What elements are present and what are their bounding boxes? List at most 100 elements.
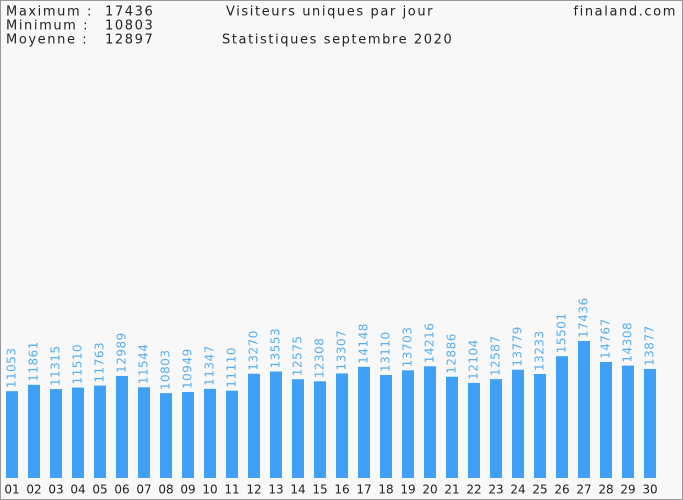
x-tick-label: 19 bbox=[400, 483, 415, 497]
bar bbox=[314, 381, 326, 478]
site-name: finaland.com bbox=[573, 5, 677, 20]
stat-label: Minimum : bbox=[6, 19, 89, 34]
bar bbox=[226, 390, 238, 478]
value-label: 12308 bbox=[313, 338, 327, 379]
value-label: 13233 bbox=[533, 330, 547, 371]
x-tick-label: 18 bbox=[378, 483, 393, 497]
x-tick-label: 06 bbox=[114, 483, 129, 497]
bar bbox=[182, 391, 194, 478]
chart-title: Visiteurs uniques par jour bbox=[226, 5, 434, 20]
x-tick-label: 05 bbox=[92, 483, 107, 497]
bar bbox=[28, 384, 40, 478]
bar bbox=[578, 341, 590, 478]
x-tick-label: 30 bbox=[642, 483, 657, 497]
bar bbox=[6, 391, 18, 478]
x-tick-label: 11 bbox=[224, 483, 239, 497]
value-label: 11544 bbox=[137, 344, 151, 385]
value-label: 12886 bbox=[445, 333, 459, 374]
value-label: 11315 bbox=[49, 345, 63, 386]
x-tick-label: 26 bbox=[554, 483, 569, 497]
bar bbox=[600, 361, 612, 478]
bar bbox=[336, 373, 348, 478]
x-tick-label: 27 bbox=[576, 483, 591, 497]
value-label: 12104 bbox=[467, 339, 481, 380]
bar bbox=[512, 369, 524, 478]
stat-label: Maximum : bbox=[6, 5, 93, 20]
bar bbox=[446, 376, 458, 478]
x-tick-label: 24 bbox=[510, 483, 525, 497]
chart-subtitle: Statistiques septembre 2020 bbox=[222, 33, 453, 48]
x-tick-label: 15 bbox=[312, 483, 327, 497]
value-label: 14767 bbox=[599, 318, 613, 359]
value-label: 13779 bbox=[511, 326, 525, 367]
x-tick-label: 22 bbox=[466, 483, 481, 497]
bar bbox=[644, 368, 656, 478]
stat-label: Moyenne : bbox=[6, 33, 88, 48]
x-tick-label: 07 bbox=[136, 483, 151, 497]
x-tick-label: 01 bbox=[4, 483, 19, 497]
x-tick-label: 10 bbox=[202, 483, 217, 497]
x-tick-label: 17 bbox=[356, 483, 371, 497]
bar bbox=[534, 374, 546, 478]
x-tick-label: 16 bbox=[334, 483, 349, 497]
x-tick-label: 14 bbox=[290, 483, 305, 497]
value-label: 17436 bbox=[577, 297, 591, 338]
value-label: 13307 bbox=[335, 330, 349, 371]
value-label: 14308 bbox=[621, 322, 635, 363]
value-label: 11763 bbox=[93, 342, 107, 383]
bar bbox=[490, 379, 502, 478]
value-label: 11861 bbox=[27, 341, 41, 382]
value-label: 12587 bbox=[489, 335, 503, 376]
bar bbox=[50, 389, 62, 478]
value-label: 14216 bbox=[423, 323, 437, 364]
x-tick-label: 28 bbox=[598, 483, 613, 497]
x-tick-label: 21 bbox=[444, 483, 459, 497]
x-tick-label: 02 bbox=[26, 483, 41, 497]
value-label: 15501 bbox=[555, 313, 569, 354]
stat-value: 17436 bbox=[105, 5, 154, 20]
bar bbox=[556, 356, 568, 478]
bar bbox=[204, 388, 216, 478]
stat-value: 12897 bbox=[105, 33, 154, 48]
bar bbox=[292, 379, 304, 478]
value-label: 11053 bbox=[5, 347, 19, 388]
value-label: 11347 bbox=[203, 345, 217, 386]
x-tick-label: 13 bbox=[268, 483, 283, 497]
x-tick-label: 20 bbox=[422, 483, 437, 497]
value-label: 14148 bbox=[357, 323, 371, 364]
x-tick-label: 09 bbox=[180, 483, 195, 497]
x-tick-label: 03 bbox=[48, 483, 63, 497]
bar bbox=[424, 366, 436, 478]
value-label: 13553 bbox=[269, 328, 283, 369]
x-tick-label: 04 bbox=[70, 483, 85, 497]
x-tick-label: 23 bbox=[488, 483, 503, 497]
value-label: 13877 bbox=[643, 325, 657, 366]
bar bbox=[622, 365, 634, 478]
bar bbox=[72, 387, 84, 478]
bar bbox=[380, 374, 392, 478]
value-label: 12989 bbox=[115, 332, 129, 373]
bar bbox=[358, 366, 370, 478]
bar bbox=[270, 371, 282, 478]
stat-value: 10803 bbox=[105, 19, 154, 34]
bar bbox=[160, 393, 172, 478]
value-label: 10949 bbox=[181, 348, 195, 389]
value-label: 13703 bbox=[401, 327, 415, 368]
bar bbox=[116, 375, 128, 478]
x-tick-label: 08 bbox=[158, 483, 173, 497]
value-label: 11510 bbox=[71, 344, 85, 385]
bar bbox=[94, 385, 106, 478]
bar bbox=[138, 387, 150, 478]
value-label: 11110 bbox=[225, 347, 239, 388]
x-tick-label: 29 bbox=[620, 483, 635, 497]
value-label: 13110 bbox=[379, 331, 393, 372]
value-label: 12575 bbox=[291, 336, 305, 377]
x-tick-label: 12 bbox=[246, 483, 261, 497]
bar bbox=[248, 373, 260, 478]
bar bbox=[402, 370, 414, 478]
bar bbox=[468, 382, 480, 478]
value-label: 13270 bbox=[247, 330, 261, 371]
x-tick-label: 25 bbox=[532, 483, 547, 497]
value-label: 10803 bbox=[159, 349, 173, 390]
